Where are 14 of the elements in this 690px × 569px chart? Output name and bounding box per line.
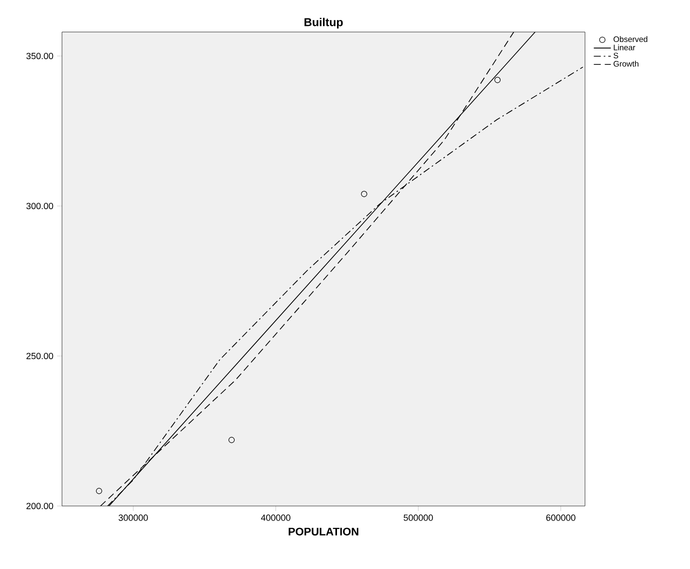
x-tick-label: 600000 <box>546 514 576 521</box>
x-tick-label: 300000 <box>118 514 148 521</box>
point <box>228 436 235 444</box>
chart-title: Builtup <box>304 18 343 28</box>
y-tick-label: 350.00 <box>26 52 54 60</box>
point <box>361 190 368 198</box>
y-tick-label: 250.00 <box>26 352 54 360</box>
y-tick-label: 300.00 <box>26 202 54 210</box>
x-tick-label: 400000 <box>261 514 290 521</box>
x-tick-label: 500000 <box>404 514 433 521</box>
point <box>494 76 501 84</box>
y-tick-label: 200.00 <box>26 502 54 510</box>
point <box>96 488 102 494</box>
x-axis-title: POPULATION <box>288 528 358 536</box>
